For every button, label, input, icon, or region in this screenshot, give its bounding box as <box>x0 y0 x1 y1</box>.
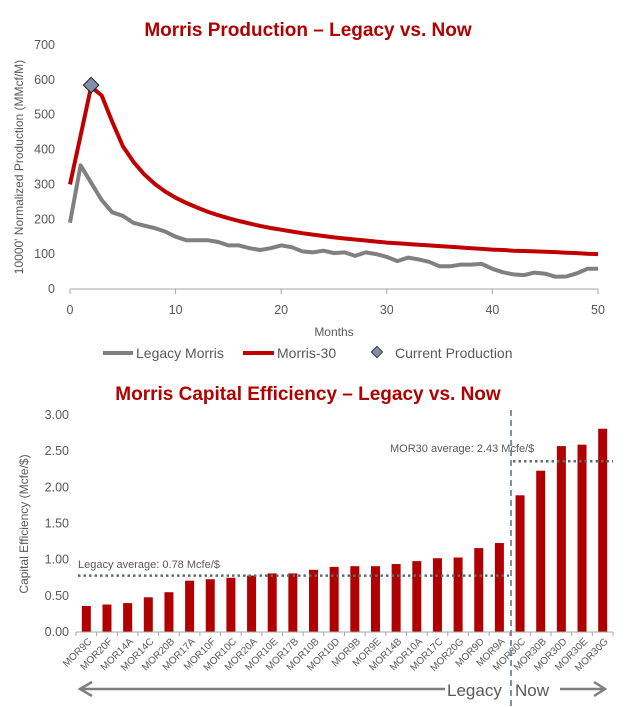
bar <box>432 558 442 632</box>
bar <box>329 566 339 632</box>
legend: Legacy Morris Morris-30 Current Producti… <box>103 345 513 361</box>
y-tick-label: 300 <box>34 177 55 191</box>
y-tick-label: 0 <box>48 282 55 296</box>
y-tick-label: 600 <box>34 73 55 87</box>
legend-label-morris-30: Morris-30 <box>277 345 336 361</box>
bar <box>350 566 360 632</box>
bar <box>474 548 484 632</box>
now-label: Now <box>515 681 550 700</box>
series-line-morris-30 <box>68 84 599 257</box>
arrow-left-icon <box>77 680 93 698</box>
legacy-label: Legacy <box>447 681 502 700</box>
y-tick-label: 1.00 <box>45 553 69 567</box>
current-production-marker <box>82 76 100 94</box>
bar <box>267 573 277 632</box>
bar <box>123 603 133 632</box>
y-tick-label: 400 <box>34 143 55 157</box>
legend-label-legacy-morris: Legacy Morris <box>136 345 224 361</box>
y-tick-label: 500 <box>34 108 55 122</box>
arrow-right-icon <box>593 680 608 698</box>
x-tick-label: 50 <box>591 303 605 317</box>
series-line-legacy-morris <box>68 163 598 279</box>
bar <box>247 575 257 632</box>
bar <box>226 577 236 632</box>
legend-swatch-current-production <box>370 345 384 359</box>
x-tick-label: 40 <box>485 303 499 317</box>
capital-efficiency-chart-title: Morris Capital Efficiency – Legacy vs. N… <box>115 384 501 405</box>
bar <box>205 579 215 632</box>
capital-efficiency-chart: Morris Capital Efficiency – Legacy vs. N… <box>17 384 614 707</box>
production-chart: Morris Production – Legacy vs. Now 01002… <box>12 20 605 361</box>
bar <box>598 428 608 632</box>
y-axis-label: 10000' Normalized Production (MMcf/M) <box>12 60 26 274</box>
bar <box>391 564 401 632</box>
x-tick-label: 10 <box>169 303 183 317</box>
bar <box>412 561 422 632</box>
x-axis-label: Months <box>314 325 353 339</box>
y-tick-label: 100 <box>34 247 55 261</box>
bar <box>185 580 195 632</box>
bar <box>288 573 298 632</box>
y-tick-label: 2.00 <box>45 480 69 494</box>
bar <box>370 566 380 632</box>
y-tick-label: 1.50 <box>45 517 69 531</box>
production-chart-title: Morris Production – Legacy vs. Now <box>144 20 472 41</box>
x-tick-label: 30 <box>380 303 394 317</box>
bar <box>556 446 566 632</box>
bar <box>81 605 91 632</box>
bar <box>102 604 112 632</box>
x-tick-label: 20 <box>274 303 288 317</box>
y-tick-label: 0.00 <box>45 625 69 639</box>
legend-label-current-production: Current Production <box>395 345 513 361</box>
x-tick-label: 0 <box>67 303 74 317</box>
legacy-average-label: Legacy average: 0.78 Mcfe/$ <box>78 559 220 571</box>
bar <box>143 597 153 632</box>
bar <box>453 557 463 632</box>
y-tick-label: 700 <box>34 38 55 52</box>
bar <box>536 470 546 632</box>
bar <box>515 495 525 632</box>
y-tick-label: 2.50 <box>45 444 69 458</box>
y-tick-label: 0.50 <box>45 589 69 603</box>
now-arrow <box>560 680 608 698</box>
bar <box>494 543 504 632</box>
bar <box>577 444 587 632</box>
y-axis-label: Capital Efficiency (Mcfe/$) <box>17 454 31 593</box>
y-tick-label: 200 <box>34 212 55 226</box>
y-tick-label: 3.00 <box>45 408 69 422</box>
bar <box>309 569 319 632</box>
legacy-arrow <box>77 680 445 698</box>
mor30-average-label: MOR30 average: 2.43 Mcfe/$ <box>390 443 534 455</box>
bar <box>164 592 174 632</box>
